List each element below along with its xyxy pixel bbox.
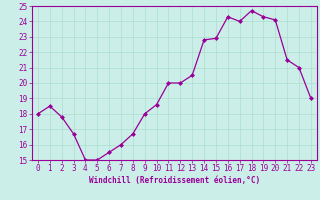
X-axis label: Windchill (Refroidissement éolien,°C): Windchill (Refroidissement éolien,°C) (89, 176, 260, 185)
